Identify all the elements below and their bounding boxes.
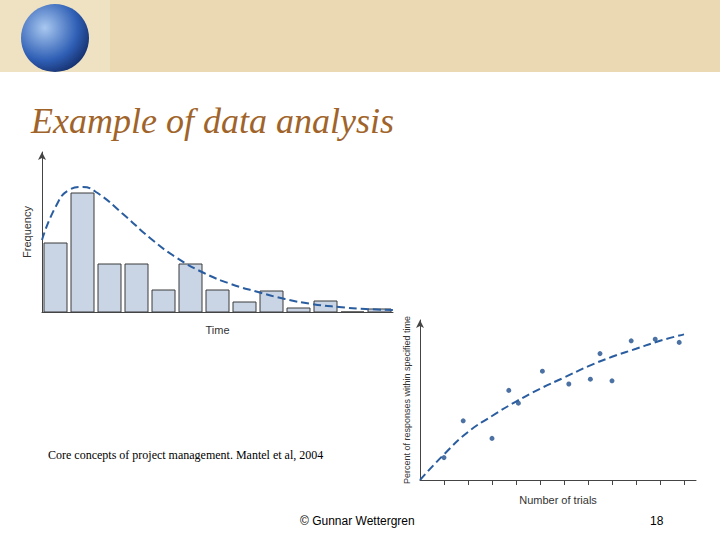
svg-text:Time: Time xyxy=(205,324,229,336)
svg-text:© Gunnar Wettergren: © Gunnar Wettergren xyxy=(300,514,415,528)
svg-text:Frequency: Frequency xyxy=(21,206,33,258)
svg-text:Number of trials: Number of trials xyxy=(519,494,597,506)
svg-text:Core concepts of project manag: Core concepts of project management. Man… xyxy=(48,448,323,462)
svg-text:18: 18 xyxy=(650,514,664,528)
svg-text:Percent of responses within sp: Percent of responses within specified ti… xyxy=(402,316,412,484)
svg-text:Example of data analysis: Example of data analysis xyxy=(30,101,394,141)
